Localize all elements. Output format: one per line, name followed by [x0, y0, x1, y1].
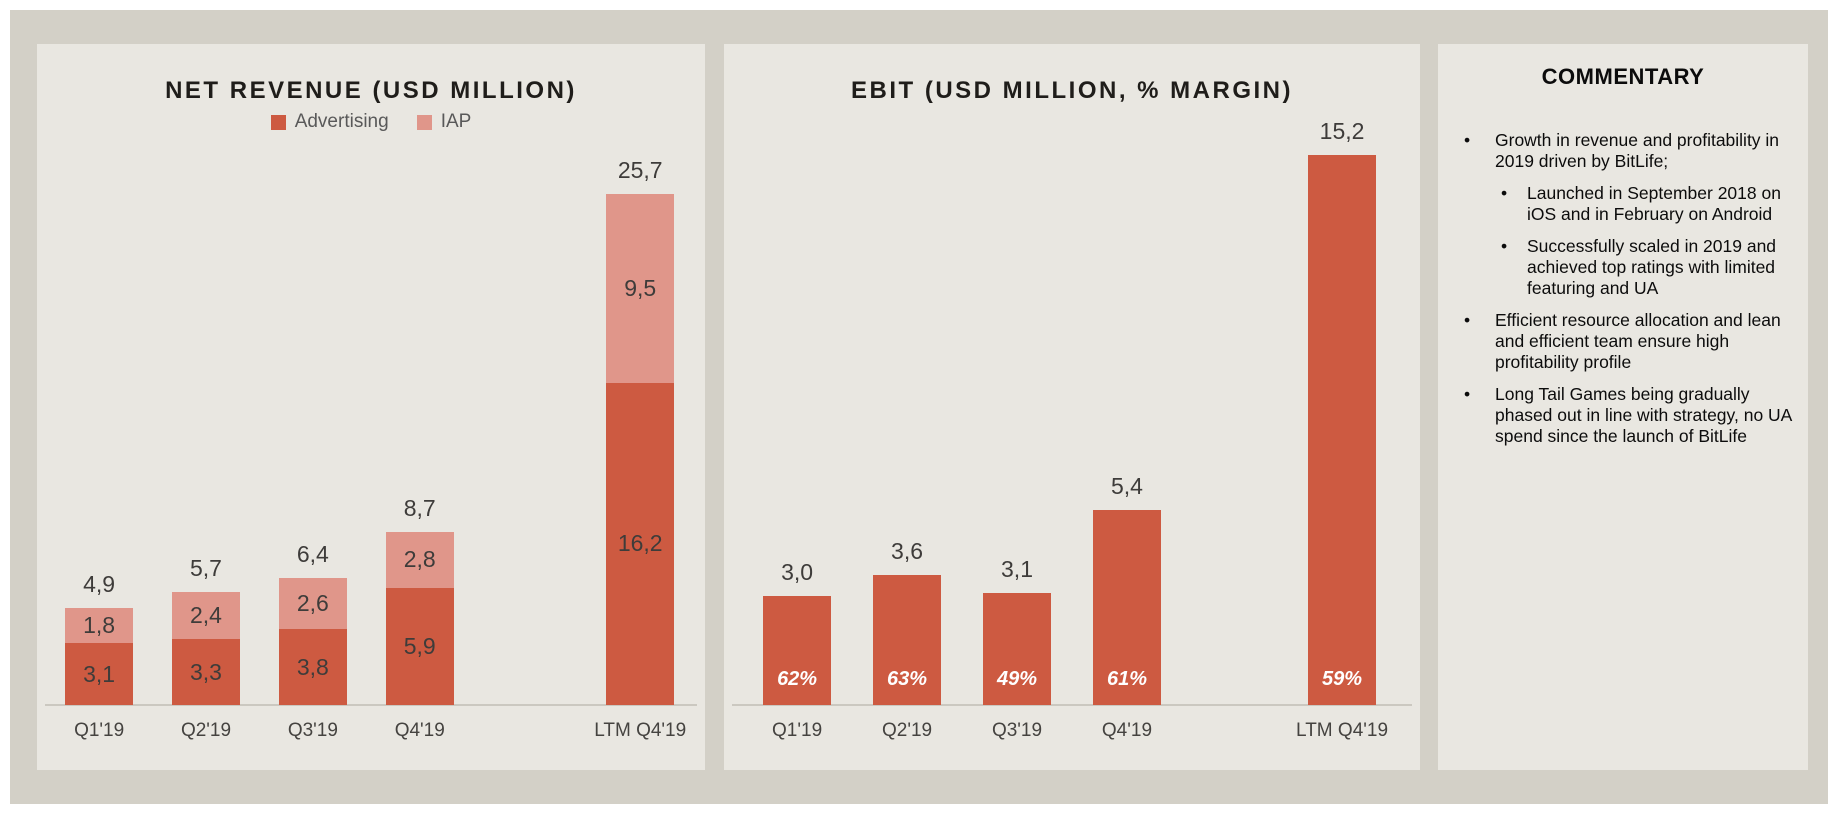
iap-bar-segment: 2,4 — [172, 591, 240, 640]
bar-total-label: 3,0 — [781, 559, 814, 586]
x-axis-category-label: Q2'19 — [180, 720, 232, 741]
bar-total-label: 3,1 — [1001, 555, 1033, 582]
bullet-dot: • — [1464, 310, 1471, 330]
ebit-x-axis-line — [732, 704, 1412, 706]
ebit-bar: 62% — [763, 596, 832, 705]
bar-total-label: 8,7 — [403, 495, 436, 522]
net-revenue-x-axis-line — [45, 704, 697, 706]
iap-swatch-icon — [416, 114, 432, 130]
ebit-bar: 63% — [873, 574, 942, 705]
bullet-item: • Efficient resource allocation and lean … — [1464, 310, 1792, 373]
x-axis-category-label: Q2'19 — [881, 720, 933, 741]
x-axis-category-label: Q4'19 — [1101, 720, 1153, 741]
bullet-item: • Growth in revenue and profitability in … — [1464, 130, 1792, 172]
advertising-bar-segment: 16,2 — [606, 382, 675, 705]
bullet-dot: • — [1501, 183, 1508, 203]
bar-total-label: 5,7 — [190, 554, 222, 581]
bullet-text: Successfully scaled in 2019 and achieved… — [1527, 236, 1777, 298]
x-axis-category-label: LTM Q4'19 — [594, 720, 687, 741]
net-revenue-chart-title: NET REVENUE (USD MILLION) — [165, 77, 577, 104]
net-revenue-plot-area: 3,1 1,8 4,9 Q1'19 3,3 2,4 5,7 Q2'19 3,8 2,6 6,4 Q3'… — [37, 44, 705, 770]
iap-bar-segment: 1,8 — [65, 607, 134, 644]
ebit-bar: 49% — [983, 592, 1052, 705]
bar-total-label: 15,2 — [1319, 118, 1365, 145]
commentary-title: COMMENTARY — [1541, 64, 1705, 89]
bullet-item: • Successfully scaled in 2019 and achieve… — [1501, 236, 1792, 299]
ebit-margin-label: 49% — [997, 668, 1038, 690]
bullet-item: • Long Tail Games being gradually phased … — [1464, 384, 1792, 447]
net-revenue-chart-panel: NET REVENUE (USD MILLION) Advertising IA… — [37, 44, 705, 770]
x-axis-category-label: Q4'19 — [394, 720, 445, 741]
ebit-plot-area: 62% 3,0 Q1'19 63% 3,6 Q2'19 49% 3,1 Q3'19 61% 5,4 Q… — [724, 44, 1420, 770]
legend-label-advertising: Advertising — [294, 111, 389, 132]
ebit-chart-panel: EBIT (USD MILLION, % MARGIN) 62% 3,0 Q1'19… — [724, 44, 1420, 770]
legend-item-advertising: Advertising — [270, 111, 389, 133]
bullet-dot: • — [1464, 384, 1471, 404]
bar-total-label: 3,6 — [891, 537, 924, 564]
legend-item-iap: IAP — [416, 111, 472, 133]
bar-total-label: 5,4 — [1110, 472, 1143, 499]
advertising-bar-segment: 3,8 — [278, 629, 347, 705]
ebit-chart-title: EBIT (USD MILLION, % MARGIN) — [851, 77, 1293, 104]
ebit-margin-label: 59% — [1322, 668, 1363, 690]
bar-total-label: 4,9 — [83, 570, 116, 597]
x-axis-category-label: Q3'19 — [991, 720, 1043, 741]
iap-bar-segment: 2,6 — [278, 577, 347, 630]
commentary-panel: COMMENTARY • Growth in revenue and profit… — [1438, 44, 1808, 770]
bullet-text: Launched in September 2018 on iOS and in… — [1527, 183, 1781, 224]
iap-bar-segment: 2,8 — [385, 532, 454, 588]
ebit-bar: 59% — [1308, 155, 1377, 705]
bullet-dot: • — [1464, 130, 1471, 150]
slide-background: NET REVENUE (USD MILLION) Advertising IA… — [10, 10, 1828, 804]
advertising-bar-segment: 5,9 — [385, 587, 454, 705]
bar-total-label: 25,7 — [617, 157, 663, 184]
x-axis-category-label: LTM Q4'19 — [1296, 720, 1389, 741]
bullet-text: Efficient resource allocation and lean a… — [1495, 310, 1781, 372]
ebit-margin-label: 61% — [1106, 668, 1147, 690]
x-axis-category-label: Q3'19 — [287, 720, 338, 741]
ebit-margin-label: 62% — [777, 668, 818, 690]
legend-label-iap: IAP — [440, 111, 472, 132]
advertising-swatch-icon — [270, 114, 286, 130]
bar-total-label: 6,4 — [296, 540, 329, 567]
x-axis-category-label: Q1'19 — [772, 720, 823, 741]
ebit-margin-label: 63% — [887, 668, 928, 690]
x-axis-category-label: Q1'19 — [74, 720, 125, 741]
bullet-dot: • — [1501, 236, 1508, 256]
bullet-text: Long Tail Games being gradually phased o… — [1495, 384, 1792, 446]
commentary-bullet-list: • Growth in revenue and profitability in … — [1438, 130, 1808, 447]
bullet-item: • Launched in September 2018 on iOS and i… — [1501, 183, 1792, 225]
ebit-bar: 61% — [1092, 509, 1161, 705]
advertising-bar-segment: 3,1 — [65, 643, 134, 705]
net-revenue-legend: Advertising IAP — [37, 111, 705, 133]
iap-bar-segment: 9,5 — [606, 194, 675, 383]
advertising-bar-segment: 3,3 — [172, 639, 240, 705]
bullet-text: Growth in revenue and profitability in 2… — [1495, 130, 1780, 171]
